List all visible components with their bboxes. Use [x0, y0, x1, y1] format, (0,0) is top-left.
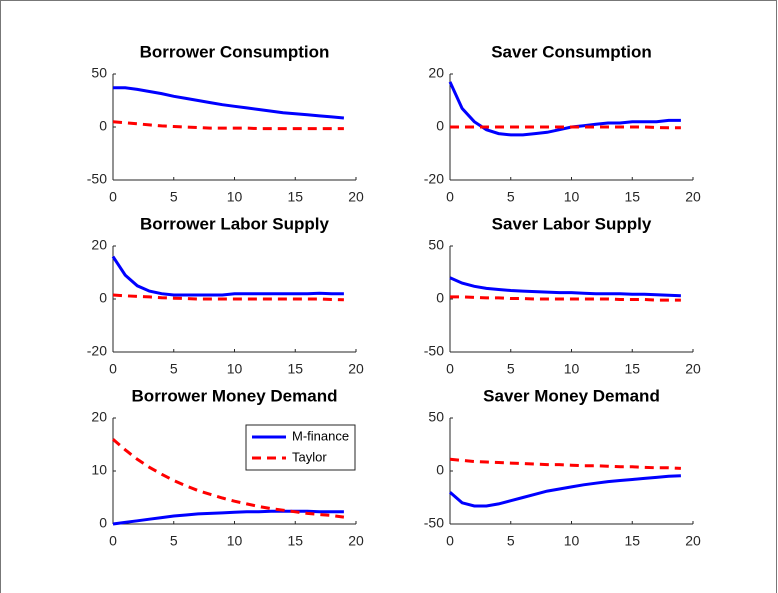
- subplot-title: Saver Labor Supply: [492, 214, 652, 233]
- y-tick-label: -20: [87, 343, 107, 359]
- x-tick-label: 5: [170, 189, 178, 205]
- x-tick-label: 20: [685, 189, 701, 205]
- x-tick-label: 0: [446, 189, 454, 205]
- x-tick-label: 10: [564, 533, 580, 549]
- x-tick-label: 15: [287, 189, 303, 205]
- x-tick-label: 5: [507, 189, 515, 205]
- x-tick-label: 10: [564, 189, 580, 205]
- series-line: [448, 81, 681, 137]
- y-tick-label: 20: [428, 65, 444, 81]
- series-line: [449, 276, 681, 298]
- x-tick-label: 10: [227, 189, 243, 205]
- y-tick-label: 50: [428, 409, 444, 425]
- y-tick-label: -50: [424, 515, 444, 531]
- series-line: [112, 438, 345, 519]
- series-line: [112, 509, 344, 526]
- x-tick-label: 20: [348, 361, 364, 377]
- y-tick-label: 0: [436, 462, 444, 478]
- x-tick-label: 20: [348, 533, 364, 549]
- x-tick-label: 0: [446, 361, 454, 377]
- series-line: [449, 474, 681, 508]
- series-line: [112, 120, 344, 131]
- y-tick-label: 20: [91, 409, 107, 425]
- legend-box: [245, 424, 356, 471]
- y-tick-label: 0: [99, 118, 107, 134]
- y-tick-label: 20: [91, 237, 107, 253]
- y-tick-label: 0: [99, 515, 107, 531]
- subplot-title: Saver Consumption: [491, 42, 652, 61]
- y-tick-label: 0: [436, 290, 444, 306]
- x-tick-label: 10: [227, 361, 243, 377]
- series-line: [112, 293, 344, 302]
- y-tick-label: -20: [424, 171, 444, 187]
- x-tick-label: 15: [287, 361, 303, 377]
- x-tick-label: 0: [446, 533, 454, 549]
- x-tick-label: 20: [685, 533, 701, 549]
- series-line: [450, 295, 681, 302]
- y-tick-label: 10: [91, 462, 107, 478]
- subplot-title: Borrower Labor Supply: [140, 214, 329, 233]
- x-tick-label: 0: [109, 189, 117, 205]
- series-line: [111, 255, 344, 297]
- x-tick-label: 20: [348, 189, 364, 205]
- series-line: [450, 125, 681, 130]
- y-tick-label: 0: [436, 118, 444, 134]
- subplot-title: Saver Money Demand: [483, 386, 660, 405]
- legend-label: M-finance: [292, 428, 349, 443]
- x-tick-label: 5: [507, 533, 515, 549]
- x-tick-label: 15: [624, 361, 640, 377]
- y-tick-label: 0: [99, 290, 107, 306]
- subplot-title: Borrower Consumption: [140, 42, 330, 61]
- x-tick-label: 10: [564, 361, 580, 377]
- series-line: [113, 86, 345, 120]
- legend-label: Taylor: [292, 449, 327, 464]
- y-tick-label: -50: [424, 343, 444, 359]
- x-tick-label: 10: [227, 533, 243, 549]
- series-line: [449, 457, 681, 470]
- x-tick-label: 5: [170, 361, 178, 377]
- x-tick-label: 5: [170, 533, 178, 549]
- y-tick-label: 50: [91, 65, 107, 81]
- x-tick-label: 0: [109, 533, 117, 549]
- y-tick-label: 50: [428, 237, 444, 253]
- y-tick-label: -50: [87, 171, 107, 187]
- x-tick-label: 15: [287, 533, 303, 549]
- x-tick-label: 15: [624, 189, 640, 205]
- x-tick-label: 20: [685, 361, 701, 377]
- x-tick-label: 15: [624, 533, 640, 549]
- x-tick-label: 5: [507, 361, 515, 377]
- x-tick-label: 0: [109, 361, 117, 377]
- subplot-title: Borrower Money Demand: [132, 386, 338, 405]
